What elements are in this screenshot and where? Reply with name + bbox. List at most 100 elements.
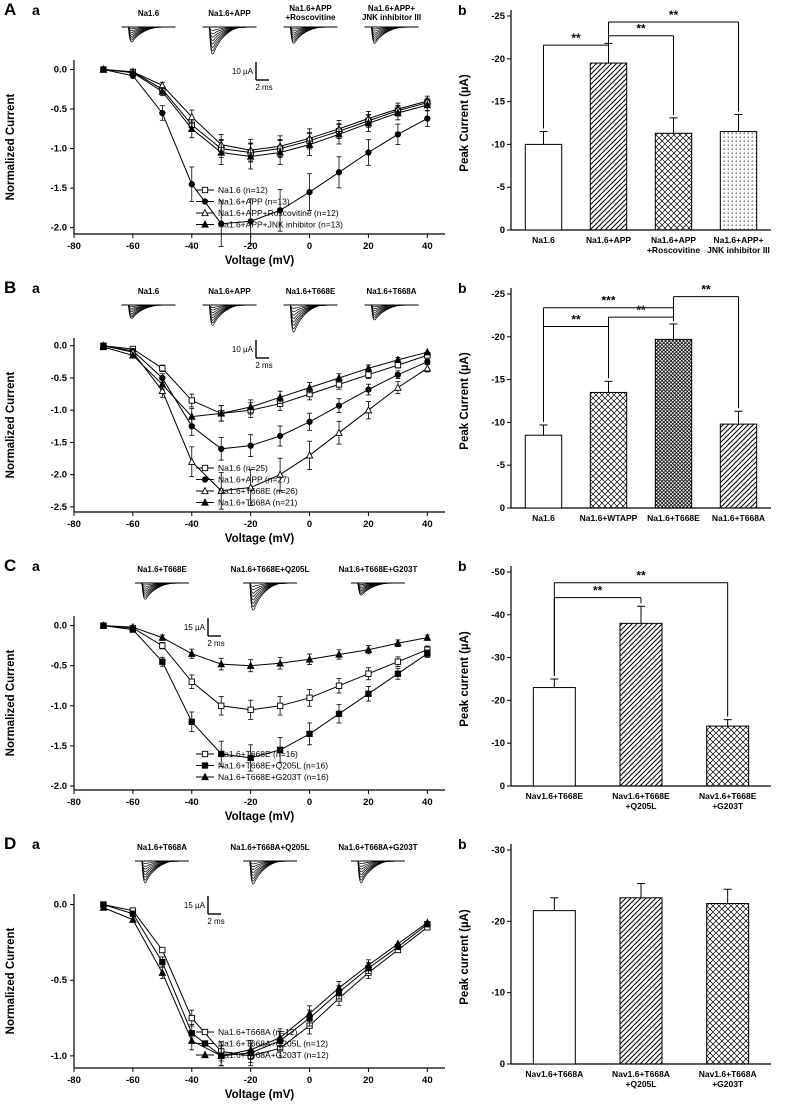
svg-text:2 ms: 2 ms <box>255 83 272 92</box>
svg-text:JNK inhibitor III: JNK inhibitor III <box>362 13 421 22</box>
tick-labels: -30 -20 -10 0 <box>491 845 511 1070</box>
bar-2 <box>706 888 750 1065</box>
svg-text:40: 40 <box>422 797 433 808</box>
svg-text:40: 40 <box>422 241 433 252</box>
svg-text:Na1.6+APP: Na1.6+APP <box>208 287 251 296</box>
bar-2 <box>706 719 750 787</box>
svg-text:**: ** <box>593 584 603 598</box>
svg-text:0.0: 0.0 <box>54 621 67 632</box>
bar-0 <box>524 131 563 231</box>
svg-text:20: 20 <box>363 241 374 252</box>
bar-0 <box>532 897 576 1065</box>
svg-text:**: ** <box>571 313 581 327</box>
svg-text:**: ** <box>669 8 679 22</box>
svg-text:-1.0: -1.0 <box>51 1051 67 1062</box>
scale-bar: 10 µA2 ms <box>232 62 273 92</box>
svg-text:Normalized Current: Normalized Current <box>5 649 17 756</box>
legend: Na1.6+T668E (n=16) Na1.6+T668E+Q205L (n=1… <box>196 749 329 782</box>
bar-1 <box>589 42 628 231</box>
svg-text:**: ** <box>636 569 646 583</box>
svg-text:Na1.6+T668E (n=16): Na1.6+T668E (n=16) <box>218 749 298 759</box>
tick-labels: -25 -20 -15 -10 -5 0 <box>491 11 511 236</box>
panel-B-sub-a-letter: a <box>32 280 40 296</box>
bar-3 <box>719 113 758 231</box>
svg-text:-5: -5 <box>497 182 506 193</box>
svg-text:-60: -60 <box>126 241 140 252</box>
inset-traces: Na1.6 Na1.6+APP Na1.6+T668E Na1.6+T668A <box>121 287 419 333</box>
svg-text:Na1.6+T668E+G203T: Na1.6+T668E+G203T <box>339 565 418 574</box>
svg-text:Na1.6+APP: Na1.6+APP <box>208 9 251 18</box>
svg-text:-50: -50 <box>491 567 505 578</box>
panel-D-sub-b-letter: b <box>458 836 467 852</box>
svg-text:Na1.6+APP+JNK inhibitor III: Na1.6+APP+ JNK inhibitor III <box>707 235 770 255</box>
svg-text:Na1.6+T668A+G203T (n=12): Na1.6+T668A+G203T (n=12) <box>218 1050 329 1060</box>
svg-text:Na1.6+T668A (n=21): Na1.6+T668A (n=21) <box>218 498 298 508</box>
svg-text:-25: -25 <box>491 289 505 300</box>
svg-text:Na1.6+APP: Na1.6+APP <box>586 235 631 245</box>
panel-C: -80 -60 -40 -20 0 20 40 0.0 -0.5 -1.0 -1.5 -2.0 Volt… <box>0 556 787 834</box>
svg-text:Nav1.6+T668E+Q205L: Nav1.6+T668E +Q205L <box>612 791 670 811</box>
svg-text:-20: -20 <box>491 332 505 343</box>
svg-text:**: ** <box>636 22 646 36</box>
inset-traces: Na1.6+T668E Na1.6+T668E+Q205L Na1.6+T668E+… <box>135 565 418 611</box>
svg-text:-60: -60 <box>126 797 140 808</box>
panel-A-letter: A <box>4 0 17 19</box>
legend: Na1.6 (n=12) Na1.6+APP (n=13)Na1.6+APP+Ro… <box>196 185 343 230</box>
svg-text:Na1.6+T668A: Na1.6+T668A <box>366 287 416 296</box>
panel-B-letter: B <box>4 278 17 297</box>
svg-text:0: 0 <box>307 1075 312 1086</box>
svg-text:2 ms: 2 ms <box>207 639 224 648</box>
svg-text:Na1.6: Na1.6 <box>138 9 160 18</box>
svg-text:20: 20 <box>363 797 374 808</box>
svg-text:Na1.6+T668E: Na1.6+T668E <box>137 565 187 574</box>
svg-text:-0.5: -0.5 <box>51 661 68 672</box>
svg-text:Na1.6+T668A+Q205L (n=12): Na1.6+T668A+Q205L (n=12) <box>218 1039 328 1049</box>
svg-text:Normalized Current: Normalized Current <box>5 93 17 200</box>
svg-text:-0.5: -0.5 <box>51 104 68 115</box>
bar-1 <box>619 605 663 787</box>
svg-text:-10: -10 <box>491 139 505 150</box>
svg-text:Voltage (mV): Voltage (mV) <box>225 811 295 823</box>
svg-text:-20: -20 <box>491 695 505 706</box>
panel-C-sub-a-letter: a <box>32 558 40 574</box>
svg-text:0.0: 0.0 <box>54 64 67 75</box>
svg-text:**: ** <box>571 31 581 45</box>
svg-text:0: 0 <box>500 503 505 514</box>
svg-text:40: 40 <box>422 519 433 530</box>
svg-text:-15: -15 <box>491 97 505 108</box>
svg-text:2 ms: 2 ms <box>207 917 224 926</box>
significance-bracket <box>553 582 729 717</box>
svg-text:Na1.6: Na1.6 <box>138 287 160 296</box>
legend: Na1.6+T668A (n=12) Na1.6+T668A+Q205L (n=1… <box>196 1027 329 1060</box>
svg-text:15 µA: 15 µA <box>184 901 206 910</box>
panel-C-iv-chart: -80 -60 -40 -20 0 20 40 0.0 -0.5 -1.0 -1.5 -2.0 Volt… <box>5 565 445 823</box>
svg-text:-20: -20 <box>244 1075 258 1086</box>
significance-bracket <box>673 296 739 409</box>
svg-text:Na1.6+T668E+G203T (n=16): Na1.6+T668E+G203T (n=16) <box>218 772 329 782</box>
svg-text:-80: -80 <box>67 797 81 808</box>
series-filled-triangle <box>99 903 432 1067</box>
svg-text:Nav1.6+T668A: Nav1.6+T668A <box>525 1069 583 1079</box>
svg-text:Voltage (mV): Voltage (mV) <box>225 255 295 267</box>
bar-2 <box>654 117 693 231</box>
svg-text:0: 0 <box>500 1059 505 1070</box>
svg-text:-30: -30 <box>491 845 505 856</box>
svg-text:-0.5: -0.5 <box>51 373 68 384</box>
svg-text:Peak Current (µA): Peak Current (µA) <box>459 352 471 450</box>
svg-text:Na1.6+T668A: Na1.6+T668A <box>712 513 765 523</box>
svg-text:Na1.6+APP: Na1.6+APP <box>289 4 332 13</box>
svg-text:**: ** <box>636 303 646 317</box>
svg-text:-2.0: -2.0 <box>51 470 67 481</box>
series-open-square <box>100 342 431 422</box>
series-open-square <box>100 622 431 720</box>
svg-text:-60: -60 <box>126 519 140 530</box>
series-filled-circle <box>100 66 431 247</box>
svg-text:Na1.6+T668A+G203T: Na1.6+T668A+G203T <box>338 843 417 852</box>
svg-text:-80: -80 <box>67 519 81 530</box>
panel-B: -80 -60 -40 -20 0 20 40 0.0 -0.5 -1.0 -1.5 -2.0 -2.5… <box>0 278 787 556</box>
svg-text:-20: -20 <box>244 241 258 252</box>
svg-text:Na1.6+APP (n=13): Na1.6+APP (n=13) <box>218 197 290 207</box>
svg-text:Na1.6: Na1.6 <box>532 513 555 523</box>
svg-text:Na1.6+APP (n=27): Na1.6+APP (n=27) <box>218 475 290 485</box>
